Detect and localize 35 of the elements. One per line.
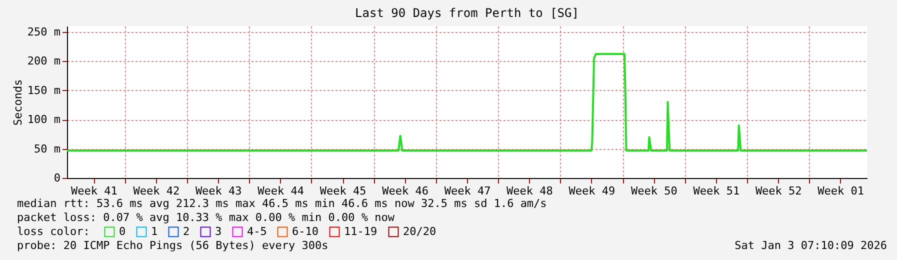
text: median rtt: 53.6 ms avg 212.3 ms max 46.5 ms min 46.6 ms now 32.5 ms sd 1.6 am/s [17,197,547,210]
legend-label: 6-10 [292,224,318,238]
y-tick-label: 0 [54,172,60,184]
chart-title: Last 90 Days from Perth to [SG] [355,6,579,20]
x-tick-label: Week 46 [382,184,428,198]
line-series [66,53,868,152]
y-tick-label: 100 m [27,113,61,126]
x-tick-label: Week 52 [755,184,802,198]
x-tick-label: Week 48 [506,184,553,198]
text: probe: 20 ICMP Echo Pings (56 Bytes) every 300s [17,239,328,252]
text: Sat Jan 3 07:10:09 2026 [734,239,887,252]
legend-label: 3 [215,224,222,238]
y-tick-label: 250 m [27,25,61,38]
x-tick-label: Week 43 [195,184,242,198]
legend-label: 2 [183,224,190,238]
x-tick-label: Week 50 [630,184,678,198]
x-tick-label: Week 51 [693,184,740,198]
x-tick-label: Week 42 [133,184,180,198]
text: packet loss: 0.07 % avg 10.33 % max 0.00 % min 0.00 % now [17,211,395,224]
x-tick-label: Week 41 [70,184,118,198]
y-axis-title: Seconds [11,79,24,126]
y-tick-label: 150 m [27,84,61,97]
y-tick-label: 50 m [34,142,61,156]
x-tick-label: Week 01 [818,184,864,198]
legend-title: loss color: [17,225,90,238]
x-tick-label: Week 49 [568,184,616,198]
legend-label: 0 [119,224,126,238]
legend-label: 20/20 [403,224,436,238]
y-tick-label: 200 m [27,54,61,68]
x-tick-label: Week 47 [444,184,491,198]
legend-label: 11-19 [344,224,378,238]
x-tick-label: Week 45 [320,184,366,198]
legend-label: 4-5 [247,224,267,238]
legend-label: 1 [151,224,158,238]
x-tick-label: Week 44 [258,184,304,198]
